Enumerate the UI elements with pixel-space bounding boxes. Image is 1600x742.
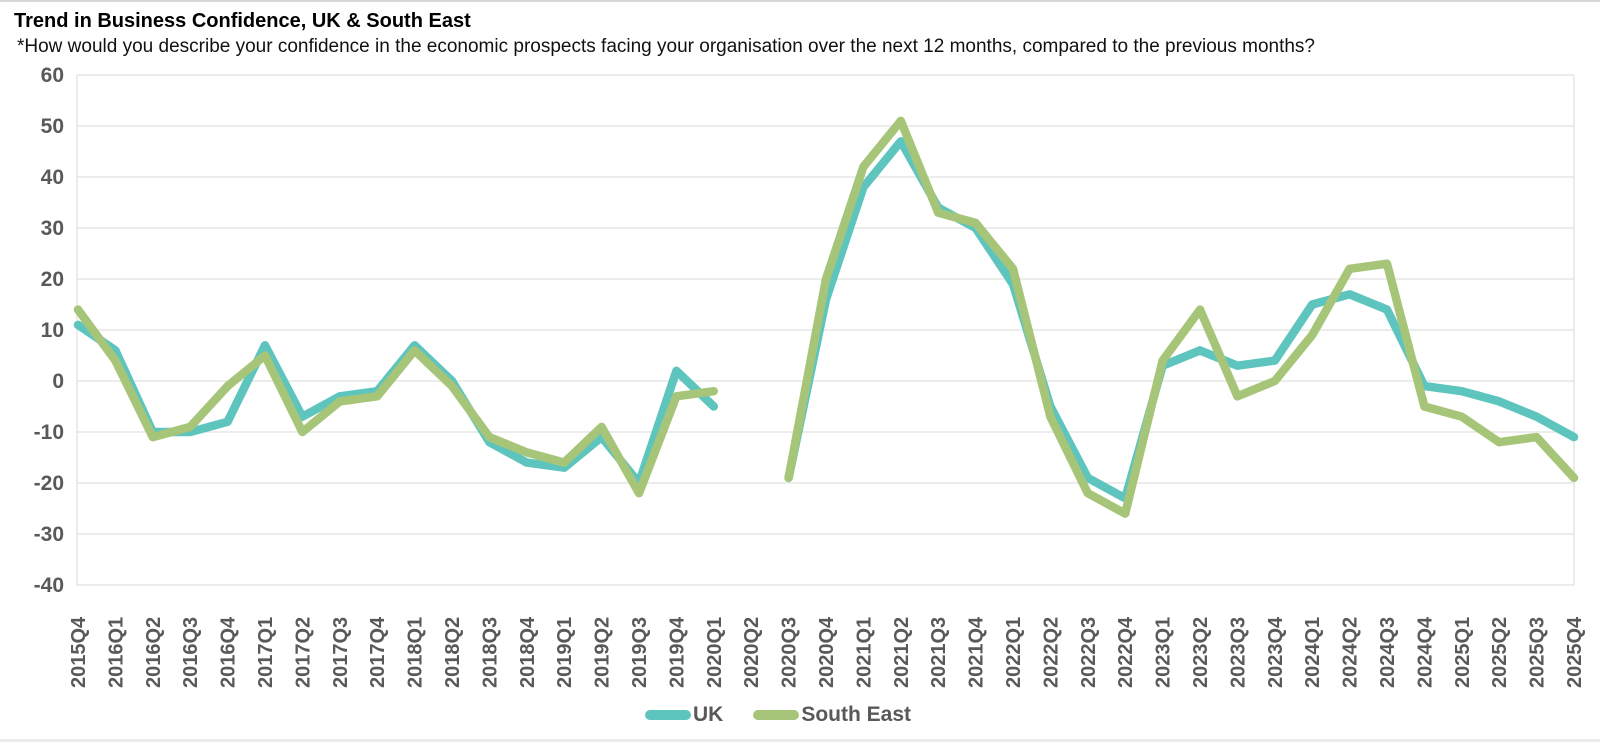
x-axis-tick-label: 2018Q2 [442, 617, 464, 688]
x-axis-tick-label: 2021Q2 [891, 617, 913, 688]
y-axis-tick-label: 40 [41, 166, 64, 189]
x-axis-tick-label: 2020Q4 [816, 616, 838, 688]
x-axis-tick-label: 2025Q4 [1564, 616, 1586, 688]
x-axis-tick-label: 2016Q1 [105, 617, 127, 688]
x-axis-tick-label: 2017Q2 [292, 617, 314, 688]
chart-legend: UK South East [0, 703, 1578, 727]
legend-item-south-east: South East [753, 703, 911, 727]
chart-subtitle: *How would you describe your confidence … [17, 36, 1316, 57]
south-east-line [73, 305, 719, 498]
y-axis-tick-label: 20 [41, 268, 64, 291]
x-axis-tick-label: 2025Q3 [1527, 617, 1549, 688]
x-axis-tick-label: 2019Q1 [554, 617, 576, 688]
x-axis-tick-label: 2017Q4 [367, 616, 389, 688]
x-axis-tick-label: 2022Q2 [1040, 617, 1062, 688]
x-axis-tick-label: 2016Q4 [218, 616, 240, 688]
y-axis-tick-label: 50 [41, 115, 64, 138]
x-axis-tick-label: 2022Q4 [1115, 616, 1137, 688]
south-east-line-swatch [753, 710, 800, 720]
x-axis-tick-label: 2024Q2 [1340, 617, 1362, 688]
x-axis-tick-label: 2023Q3 [1227, 617, 1249, 688]
x-axis-tick-label: 2020Q1 [704, 617, 726, 688]
x-axis-tick-label: 2018Q3 [479, 617, 501, 688]
uk-line [784, 137, 1579, 503]
x-axis-tick-label: 2020Q2 [741, 617, 763, 688]
y-axis-tick-label: -10 [34, 421, 64, 444]
x-axis-tick-label: 2023Q1 [1153, 617, 1175, 688]
x-axis-tick-label: 2024Q3 [1377, 617, 1399, 688]
x-axis-tick-label: 2024Q1 [1302, 617, 1324, 688]
bottom-border-line [0, 739, 1600, 742]
x-axis-tick-label: 2017Q1 [255, 617, 277, 688]
x-axis-tick-label: 2022Q1 [1003, 617, 1025, 688]
y-axis-tick-label: 10 [41, 319, 64, 342]
x-axis-tick-label: 2024Q4 [1414, 616, 1436, 688]
x-axis-tick-label: 2021Q4 [966, 616, 988, 688]
y-axis-tick-label: -30 [34, 523, 64, 546]
y-axis-tick-label: 30 [41, 217, 64, 240]
y-axis-tick-label: 60 [41, 64, 64, 87]
x-axis-tick-label: 2018Q4 [517, 616, 539, 688]
south-east-line [784, 116, 1579, 518]
x-axis-tick-label: 2016Q2 [143, 617, 165, 688]
y-axis-tick-label: 0 [52, 370, 64, 393]
x-axis-tick-label: 2023Q2 [1190, 617, 1212, 688]
x-axis-tick-label: 2025Q2 [1489, 617, 1511, 688]
legend-label-south-east: South East [801, 703, 912, 726]
x-axis-tick-label: 2015Q4 [68, 616, 90, 688]
x-axis-tick-label: 2016Q3 [180, 617, 202, 688]
chart-title: Trend in Business Confidence, UK & South… [14, 10, 471, 32]
x-axis-tick-label: 2022Q3 [1078, 617, 1100, 688]
x-axis-tick-label: 2018Q1 [405, 617, 427, 688]
x-axis-tick-label: 2019Q4 [666, 616, 688, 688]
x-axis-tick-label: 2023Q4 [1265, 616, 1287, 688]
x-axis-tick-label: 2019Q2 [592, 617, 614, 688]
x-axis-tick-label: 2020Q3 [779, 617, 801, 688]
x-axis-tick-label: 2019Q3 [629, 617, 651, 688]
y-axis-tick-label: -20 [34, 472, 64, 495]
y-axis-tick-label: -40 [34, 574, 64, 597]
top-border-line [0, 0, 1600, 2]
x-axis-tick-label: 2021Q3 [928, 617, 950, 688]
x-axis-tick-label: 2025Q1 [1452, 617, 1474, 688]
uk-line-swatch [644, 710, 691, 720]
legend-label-uk: UK [692, 703, 724, 726]
x-axis-tick-label: 2021Q1 [853, 617, 875, 688]
legend-item-uk: UK [644, 703, 724, 727]
x-axis-tick-label: 2017Q3 [330, 617, 352, 688]
